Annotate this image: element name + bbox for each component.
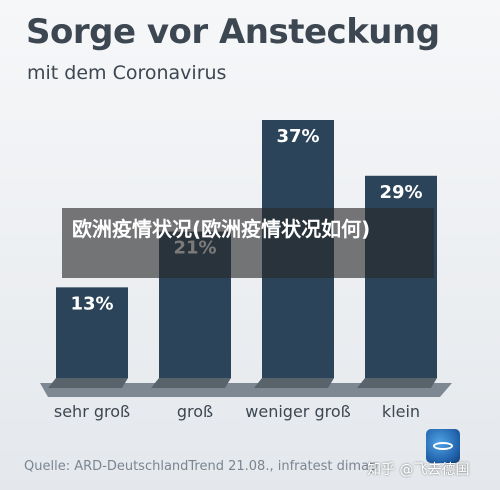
logo-mark <box>433 442 453 450</box>
data-label: 29% <box>379 182 422 203</box>
data-label: 13% <box>70 293 113 314</box>
category-label: klein <box>382 402 420 421</box>
category-label: sehr groß <box>54 402 130 421</box>
overlay-title: 欧洲疫情状况(欧洲疫情状况如何) <box>72 217 371 241</box>
chart-subtitle: mit dem Coronavirus <box>27 62 227 84</box>
bar <box>56 287 128 378</box>
category-label: groß <box>177 402 213 421</box>
bar-shadow <box>48 378 128 388</box>
data-label: 37% <box>276 126 319 147</box>
category-label: weniger groß <box>245 402 350 421</box>
watermark: 知乎 @飞去德国 <box>367 462 470 478</box>
bar-shadow <box>151 378 231 388</box>
ard-tagesschau-logo-icon <box>426 429 460 463</box>
title-overlay: 欧洲疫情状况(欧洲疫情状况如何) <box>62 208 434 278</box>
chart-baseline <box>40 383 452 397</box>
chart-title: Sorge vor Ansteckung <box>26 12 440 52</box>
source-note: Quelle: ARD-DeutschlandTrend 21.08., inf… <box>24 459 378 474</box>
bar-shadow <box>254 378 334 388</box>
bar-shadow <box>357 378 437 388</box>
